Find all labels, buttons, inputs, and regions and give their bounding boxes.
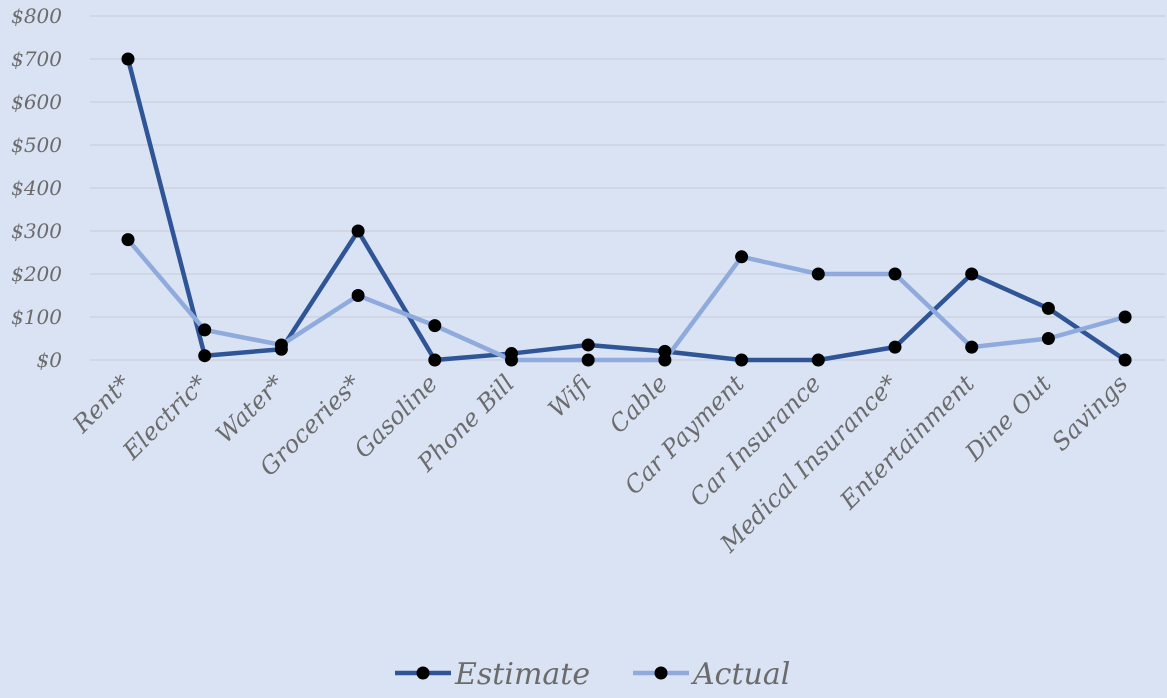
x-tick-label: Cable (604, 369, 673, 438)
data-point-actual (351, 289, 365, 302)
data-point-actual (581, 353, 595, 367)
data-point-estimate (428, 353, 442, 367)
x-tick-label: Rent* (67, 369, 137, 439)
data-point-estimate (735, 353, 749, 367)
y-tick-label: $100 (11, 305, 62, 329)
data-point-actual (505, 353, 518, 367)
x-tick-label: Entertainment (834, 369, 980, 515)
data-point-actual (428, 319, 442, 333)
data-point-estimate (581, 338, 595, 352)
y-tick-label: $500 (11, 133, 62, 157)
legend-marker-estimate (416, 666, 430, 680)
data-point-actual (658, 353, 672, 367)
data-point-actual (274, 338, 288, 352)
legend-marker-actual (654, 666, 668, 680)
y-tick-label: $400 (11, 176, 62, 200)
data-point-actual (1041, 332, 1055, 345)
data-point-actual (888, 267, 902, 281)
x-tick-label: Wifi (543, 369, 597, 423)
x-tick-label: Car Insurance (684, 369, 826, 511)
x-tick-label: Electric* (117, 369, 213, 465)
y-tick-label: $200 (11, 262, 62, 286)
data-point-estimate (198, 349, 212, 363)
data-point-actual (965, 340, 979, 354)
data-point-estimate (965, 267, 979, 281)
data-point-actual (198, 323, 212, 337)
data-point-actual (811, 267, 825, 281)
legend-label-actual: Actual (690, 657, 790, 692)
y-tick-label: $600 (11, 90, 62, 114)
data-point-actual (1118, 310, 1132, 324)
data-point-estimate (811, 353, 825, 367)
data-point-estimate (351, 224, 365, 238)
legend-label-estimate: Estimate (454, 657, 590, 692)
series-line-actual (125, 237, 1128, 363)
data-point-actual (121, 233, 135, 247)
data-point-estimate (1041, 301, 1055, 315)
y-tick-label: $0 (37, 348, 63, 372)
data-point-estimate (888, 340, 902, 354)
y-tick-label: $700 (11, 47, 62, 71)
data-point-actual (735, 250, 749, 264)
y-tick-label: $300 (11, 219, 62, 243)
x-tick-label: Savings (1046, 369, 1133, 456)
data-point-estimate (1118, 353, 1132, 367)
series-line-estimate (125, 56, 1128, 363)
y-tick-label: $800 (11, 4, 62, 28)
data-point-estimate (121, 52, 135, 66)
